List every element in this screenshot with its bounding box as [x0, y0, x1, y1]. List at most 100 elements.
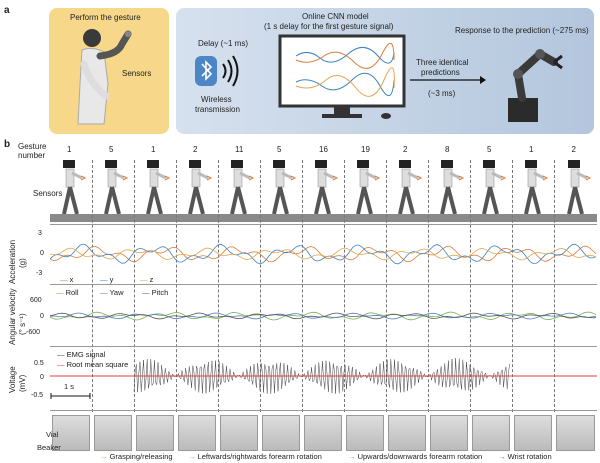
gesture-number: 8: [445, 145, 450, 154]
gesture-number: 1: [67, 145, 72, 154]
volt-tick-mid: 0: [40, 374, 44, 381]
gesture-number: 19: [361, 145, 370, 154]
robot-photo: [178, 415, 216, 451]
robot-photo: [220, 415, 258, 451]
gesture-number: 16: [319, 145, 328, 154]
separator-3: [50, 346, 597, 347]
beaker-label: Beaker: [37, 443, 61, 452]
legend-y: — y: [100, 275, 114, 284]
acc-unit: (g): [18, 258, 27, 268]
gesture-number: 1: [151, 145, 156, 154]
signal-line: [50, 312, 597, 320]
robot-photo: [556, 415, 595, 451]
monitor-icon: [278, 34, 406, 119]
column-divider: [302, 160, 303, 412]
robot-photo: [430, 415, 468, 451]
person-illustration: [77, 29, 132, 125]
ang-tick-bot: -600: [26, 329, 41, 336]
prediction-delay: (~3 ms): [428, 89, 456, 98]
column-divider: [176, 160, 177, 412]
robot-arm-icon: [508, 49, 563, 122]
walking-figure: [398, 160, 423, 215]
walking-figure: [440, 160, 465, 215]
delay-label: Delay (~1 ms): [198, 39, 249, 48]
walking-figure: [230, 160, 255, 215]
legend-roll: — Roll: [56, 288, 79, 297]
acc-ylabel: Acceleration: [8, 239, 17, 284]
predictions-label: predictions: [421, 68, 460, 77]
legend-x: — x: [60, 275, 74, 284]
column-divider: [134, 160, 135, 412]
panel-a-letter: a: [4, 5, 10, 16]
walking-figure: [104, 160, 129, 215]
legend-grasping: → Grasping/releasing: [100, 452, 173, 461]
signal-line: [50, 311, 597, 321]
ang-tick-top: 600: [30, 297, 42, 304]
robot-photo: [94, 415, 132, 451]
volt-unit: (mV): [18, 374, 27, 392]
gesture-number: 2: [571, 145, 576, 154]
robot-photo: [514, 415, 552, 451]
column-divider: [92, 160, 93, 412]
walking-figure: [188, 160, 213, 215]
perform-gesture-title: Perform the gesture: [70, 13, 141, 22]
ang-tick-mid: 0: [40, 313, 44, 320]
signal-traces: [50, 243, 597, 394]
acc-tick-mid: 0: [40, 250, 44, 257]
robot-photo: [262, 415, 300, 451]
column-divider: [218, 160, 219, 412]
three-identical-label: Three identical: [416, 58, 469, 67]
walking-figure: [62, 160, 87, 215]
gesture-number: 5: [109, 145, 114, 154]
column-divider: [512, 160, 513, 412]
robot-photo: [52, 415, 90, 451]
walking-figure: [524, 160, 549, 215]
legend-emg: — EMG signal: [57, 350, 106, 359]
signal-line: [50, 245, 597, 263]
legend-updown: → Upwards/downwards forearm rotation: [348, 452, 483, 461]
gesture-label-2: number: [18, 151, 46, 160]
ang-ylabel: Angular velocity: [8, 288, 17, 345]
legend-yaw: — Yaw: [100, 288, 124, 297]
column-divider: [428, 160, 429, 412]
robot-photo: [304, 415, 342, 451]
gesture-label-1: Gesture: [18, 142, 47, 151]
walking-figure: [272, 160, 297, 215]
emg-signal: [133, 358, 510, 394]
column-divider: [386, 160, 387, 412]
ground-strip: [50, 214, 597, 222]
vial-label: Vial: [46, 430, 59, 439]
signal-line: [50, 247, 597, 261]
robot-photo: [346, 415, 384, 451]
transmission-label: transmission: [195, 105, 240, 114]
walking-figure: [146, 160, 171, 215]
legend-pitch: — Pitch: [142, 288, 169, 297]
gesture-box: [49, 8, 169, 134]
gesture-number: 1: [529, 145, 534, 154]
wireless-label: Wireless: [201, 95, 232, 104]
scale-label: 1 s: [64, 382, 75, 391]
acc-tick-bot: -3: [36, 270, 43, 277]
bluetooth-icon: [195, 55, 239, 87]
column-divider: [260, 160, 261, 412]
cnn-title: Online CNN model: [302, 12, 369, 21]
separator-1: [50, 224, 597, 225]
legend-wrist: → Wrist rotation: [498, 452, 552, 461]
walking-figure: [356, 160, 381, 215]
legend-rms: — Root mean square: [57, 360, 129, 369]
scale-bar: [50, 393, 91, 399]
volt-ylabel: Voltage: [8, 366, 17, 393]
sensors-label-a: Sensors: [122, 69, 152, 78]
column-divider: [470, 160, 471, 412]
signal-line: [50, 243, 597, 265]
cnn-subtitle: (1 s delay for the first gesture signal): [264, 22, 394, 31]
volt-tick-bot: -0.5: [31, 392, 44, 399]
acc-tick-top: 3: [38, 230, 42, 237]
separator-2: [50, 284, 597, 285]
walking-figure: [566, 160, 591, 215]
panel-b-letter: b: [4, 139, 11, 150]
separator-4: [50, 410, 597, 411]
gesture-number: 11: [235, 145, 244, 154]
robot-photo: [136, 415, 174, 451]
column-divider: [554, 160, 555, 412]
